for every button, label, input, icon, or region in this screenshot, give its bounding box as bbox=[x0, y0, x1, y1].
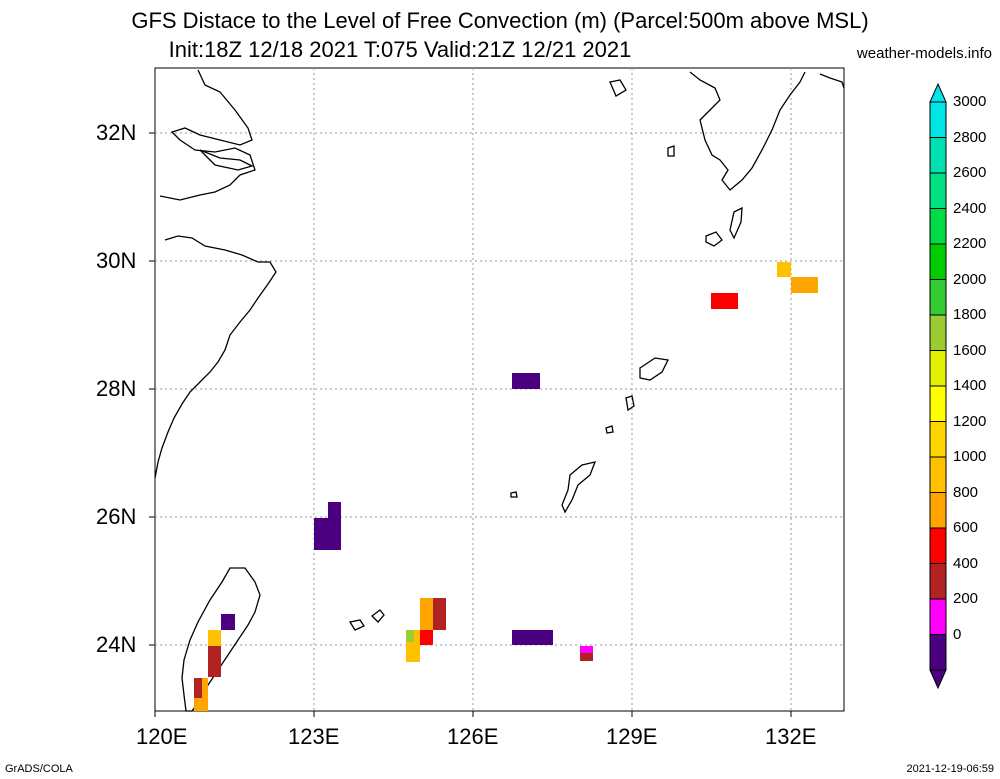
cell bbox=[580, 646, 593, 653]
colorbar-segment bbox=[929, 314, 947, 351]
cell bbox=[512, 630, 553, 645]
cell bbox=[777, 262, 791, 277]
lon-label: 120E bbox=[136, 724, 188, 749]
coastlines bbox=[154, 69, 845, 712]
lon-label: 132E bbox=[765, 724, 817, 749]
colorbar-segment bbox=[929, 634, 947, 671]
colorbar-label: 1800 bbox=[953, 306, 987, 323]
cell bbox=[791, 277, 818, 293]
colorbar-segment bbox=[929, 421, 947, 458]
colorbar-max-arrow bbox=[929, 82, 947, 103]
lat-label: 26N bbox=[96, 504, 137, 529]
colorbar-label: 1600 bbox=[953, 341, 987, 359]
cell bbox=[221, 614, 235, 630]
colorbar-segment bbox=[929, 172, 947, 209]
colorbar-segment bbox=[929, 563, 947, 600]
colorbar-segment bbox=[929, 243, 947, 280]
cell bbox=[433, 598, 446, 630]
colorbar-label: 800 bbox=[953, 483, 979, 501]
footer-credit: GrADS/COLA bbox=[5, 763, 73, 775]
colorbar-segment bbox=[929, 208, 947, 245]
colorbar-segment bbox=[929, 385, 947, 422]
colorbar-segment bbox=[929, 279, 947, 316]
colorbar-segment bbox=[929, 492, 947, 529]
map-subtitle: Init:18Z 12/18 2021 T:075 Valid:21Z 12/2… bbox=[168, 37, 632, 62]
colorbar-segment bbox=[929, 137, 947, 174]
cell bbox=[314, 518, 341, 550]
cell bbox=[208, 646, 221, 677]
footer-timestamp: 2021-12-19-06:59 bbox=[906, 763, 994, 775]
colorbar-label: 200 bbox=[953, 590, 979, 607]
grid-lines bbox=[155, 68, 844, 711]
lat-label: 32N bbox=[96, 120, 137, 145]
colorbar-label: 2000 bbox=[953, 270, 987, 288]
site-label: weather-models.info bbox=[856, 45, 992, 62]
lon-label: 123E bbox=[288, 724, 340, 749]
colorbar-min-arrow bbox=[929, 669, 947, 690]
colorbar-label: 2600 bbox=[953, 164, 987, 181]
lon-label: 129E bbox=[606, 724, 658, 749]
colorbar-label: 400 bbox=[953, 554, 979, 572]
colorbar-label: 600 bbox=[953, 519, 979, 536]
lat-label: 30N bbox=[96, 248, 137, 273]
cell bbox=[406, 630, 414, 642]
cell bbox=[328, 502, 341, 519]
colorbar-label: 1200 bbox=[953, 412, 987, 430]
cell bbox=[512, 373, 540, 389]
colorbar-segment bbox=[929, 350, 947, 387]
colorbar-label: 2200 bbox=[953, 235, 987, 252]
plot-frame bbox=[154, 67, 845, 712]
tick-marks bbox=[149, 132, 792, 717]
cell bbox=[580, 653, 593, 661]
map-title: GFS Distace to the Level of Free Convect… bbox=[131, 8, 869, 33]
colorbar-label: 1400 bbox=[953, 377, 987, 394]
colorbar-segment bbox=[929, 101, 947, 138]
colorbar bbox=[929, 82, 947, 690]
cell bbox=[194, 678, 202, 698]
lat-label: 28N bbox=[96, 376, 137, 401]
lat-label: 24N bbox=[96, 632, 137, 657]
data-cells bbox=[194, 262, 818, 711]
colorbar-segment bbox=[929, 527, 947, 564]
colorbar-label: 2800 bbox=[953, 128, 987, 146]
colorbar-label: 0 bbox=[953, 625, 962, 643]
colorbar-segment bbox=[929, 456, 947, 493]
colorbar-label: 3000 bbox=[953, 93, 987, 110]
colorbar-segment bbox=[929, 598, 947, 635]
colorbar-label: 1000 bbox=[953, 448, 987, 465]
lon-label: 126E bbox=[447, 724, 499, 749]
cell bbox=[420, 630, 433, 645]
cell bbox=[711, 293, 738, 309]
colorbar-label: 2400 bbox=[953, 199, 987, 217]
